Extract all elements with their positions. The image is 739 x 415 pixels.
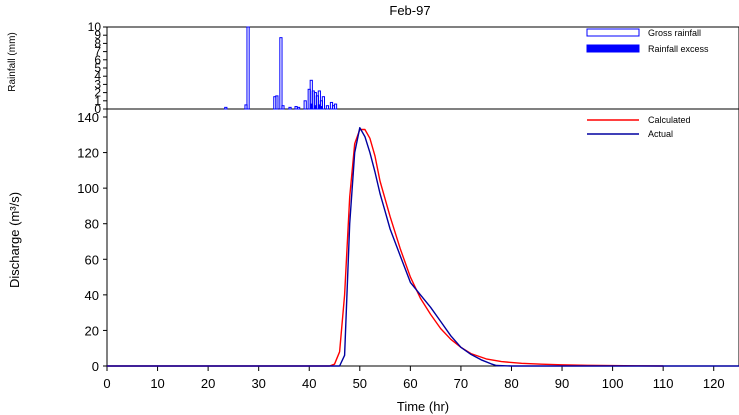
x-tick-label: 20: [201, 376, 215, 391]
calculated-discharge-line: [107, 128, 664, 367]
rainfall-excess-bar: [319, 106, 323, 110]
discharge-y-tick-label: 40: [85, 288, 99, 303]
discharge-y-ticks: 0 20 40 60 80 100 120 140: [77, 110, 107, 374]
x-axis-label: Time (hr): [397, 399, 449, 414]
legend-label-rainfall-excess: Rainfall excess: [648, 44, 709, 54]
gross-rainfall-bar: [325, 105, 330, 110]
rainfall-y-tick-label: 4: [94, 69, 101, 83]
chart-title: Feb-97: [389, 3, 430, 18]
rainfall-y-tick-label: 5: [94, 61, 101, 75]
rainfall-plot-frame: [106, 26, 739, 110]
discharge-plot-frame: [106, 108, 739, 367]
x-tick-label: 0: [103, 376, 110, 391]
gross-rainfall-bar: [275, 95, 279, 110]
x-tick-label: 50: [353, 376, 367, 391]
legend-label-calculated: Calculated: [648, 115, 691, 125]
discharge-y-tick-label: 100: [77, 181, 99, 196]
discharge-y-tick-label: 120: [77, 146, 99, 161]
rainfall-y-tick-label: 2: [94, 86, 101, 100]
x-tick-label: 30: [251, 376, 265, 391]
discharge-y-tick-label: 80: [85, 217, 99, 232]
legend-label-actual: Actual: [648, 129, 673, 139]
gross-rainfall-bar: [281, 105, 285, 110]
discharge-y-tick-label: 0: [92, 359, 99, 374]
gross-rainfall-bar: [303, 100, 307, 110]
x-tick-label: 80: [504, 376, 518, 391]
rainfall-y-tick-label: 0: [94, 102, 101, 116]
x-tick-label: 100: [602, 376, 624, 391]
discharge-y-tick-label: 60: [85, 252, 99, 267]
gross-rainfall-bar: [297, 106, 301, 110]
gross-rainfall-bar: [279, 37, 283, 110]
gross-rainfall-bar: [294, 106, 298, 110]
actual-discharge-line: [107, 126, 739, 367]
discharge-lines: [107, 126, 739, 367]
discharge-y-tick-label: 20: [85, 323, 99, 338]
gross-rainfall-bar: [333, 103, 338, 110]
gross-rainfall-bar: [321, 96, 325, 110]
gross-rainfall-bar: [288, 106, 292, 110]
x-tick-label: 70: [454, 376, 468, 391]
rainfall-y-tick-label: 3: [94, 77, 101, 91]
rainfall-y-tick-label: 1: [94, 94, 101, 108]
rainfall-ylabel: Rainfall (mm): [7, 32, 18, 91]
rainfall-y-tick-label: 8: [94, 36, 101, 50]
discharge-legend: Calculated Actual: [587, 115, 691, 139]
legend-swatch-gross-rainfall: [586, 28, 640, 37]
x-axis-ticks: 0 10 20 30 40 50 60 70 80 90 100 110 120: [103, 366, 725, 391]
legend-swatch-rainfall-excess: [586, 44, 640, 53]
x-tick-label: 60: [403, 376, 417, 391]
rainfall-y-tick-label: 7: [94, 45, 101, 59]
rainfall-legend: Gross rainfall Rainfall excess: [586, 28, 709, 54]
x-tick-label: 110: [653, 376, 674, 391]
rainfall-y-tick-label: 6: [94, 53, 101, 67]
legend-label-gross-rainfall: Gross rainfall: [648, 28, 701, 38]
discharge-ylabel: Discharge (m³/s): [7, 192, 22, 288]
x-tick-label: 10: [150, 376, 164, 391]
gross-rainfall-bar: [246, 26, 250, 110]
discharge-y-tick-label: 140: [77, 110, 99, 125]
rainfall-excess-bar: [313, 105, 317, 110]
rainfall-y-tick-label: 9: [94, 28, 101, 42]
rainfall-bars: [224, 26, 338, 110]
rainfall-excess-bar: [309, 103, 313, 110]
x-tick-label: 40: [302, 376, 316, 391]
rainfall-y-tick-label: 10: [88, 20, 102, 34]
gross-rainfall-bar: [224, 106, 228, 110]
x-tick-label: 90: [555, 376, 569, 391]
x-tick-label: 120: [703, 376, 725, 391]
